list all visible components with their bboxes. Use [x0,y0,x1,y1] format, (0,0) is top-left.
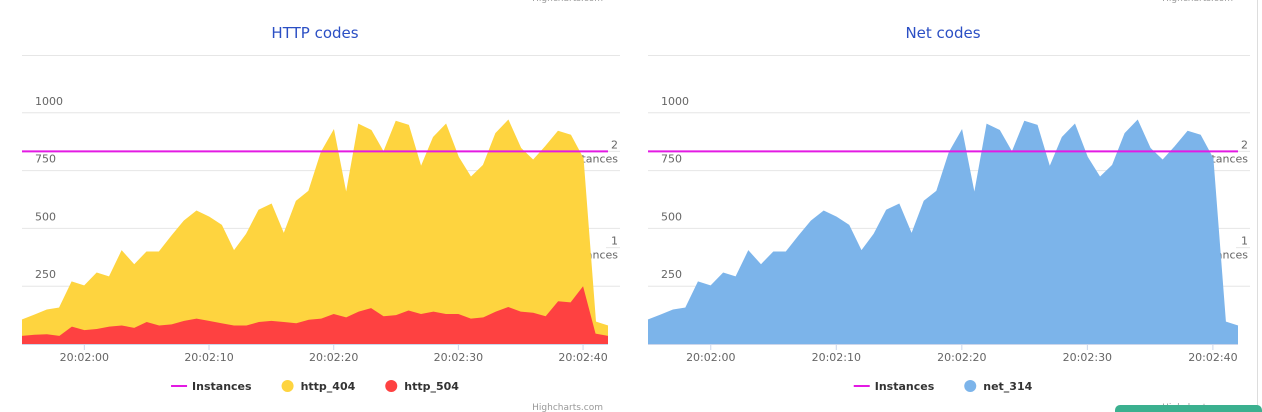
area-edge [647,119,1239,327]
y-tick-label: 1000 [35,95,63,108]
legend-label: net_314 [983,380,1032,393]
x-tick-label: 20:02:30 [434,351,483,364]
x-tick-label: 20:02:40 [558,351,607,364]
y-tick-label: 750 [661,153,682,166]
chart-title: Net codes [905,24,980,42]
area-fill [22,120,608,336]
legend-swatch [281,380,294,392]
area-fill [648,120,1238,345]
y-tick-label: 500 [35,210,56,223]
legend-label: http_404 [301,380,356,393]
x-tick-label: 20:02:20 [937,351,986,364]
legend-swatch [964,380,977,392]
x-tick-label: 20:02:30 [1063,351,1112,364]
chart-title: HTTP codes [271,24,358,42]
x-tick-label: 20:02:20 [309,351,358,364]
legend: Instances net_314 [853,380,1033,393]
credits-top: Highcharts.com [532,0,603,4]
legend-label: Instances [875,380,935,393]
legend-label: Instances [192,380,252,393]
credits-top: Highcharts.com [1162,0,1233,4]
x-tick-label: 20:02:00 [686,351,735,364]
legend-label: http_504 [404,380,459,393]
action-button[interactable] [1115,405,1262,412]
y-tick-label: 1000 [661,95,689,108]
legend: Instances http_404 http_504 [171,380,459,393]
area-edge [21,119,609,327]
y-tick-label: 750 [35,153,56,166]
area-fill [22,286,608,344]
y-tick-label: 250 [35,268,56,281]
x-tick-label: 20:02:40 [1188,351,1237,364]
y-tick-label: 250 [661,268,682,281]
x-tick-label: 20:02:10 [812,351,861,364]
x-tick-label: 20:02:10 [184,351,233,364]
x-tick-label: 20:02:00 [60,351,109,364]
credits: Highcharts.com [532,403,603,412]
y-tick-label: 500 [661,210,682,223]
legend-swatch [385,380,398,392]
